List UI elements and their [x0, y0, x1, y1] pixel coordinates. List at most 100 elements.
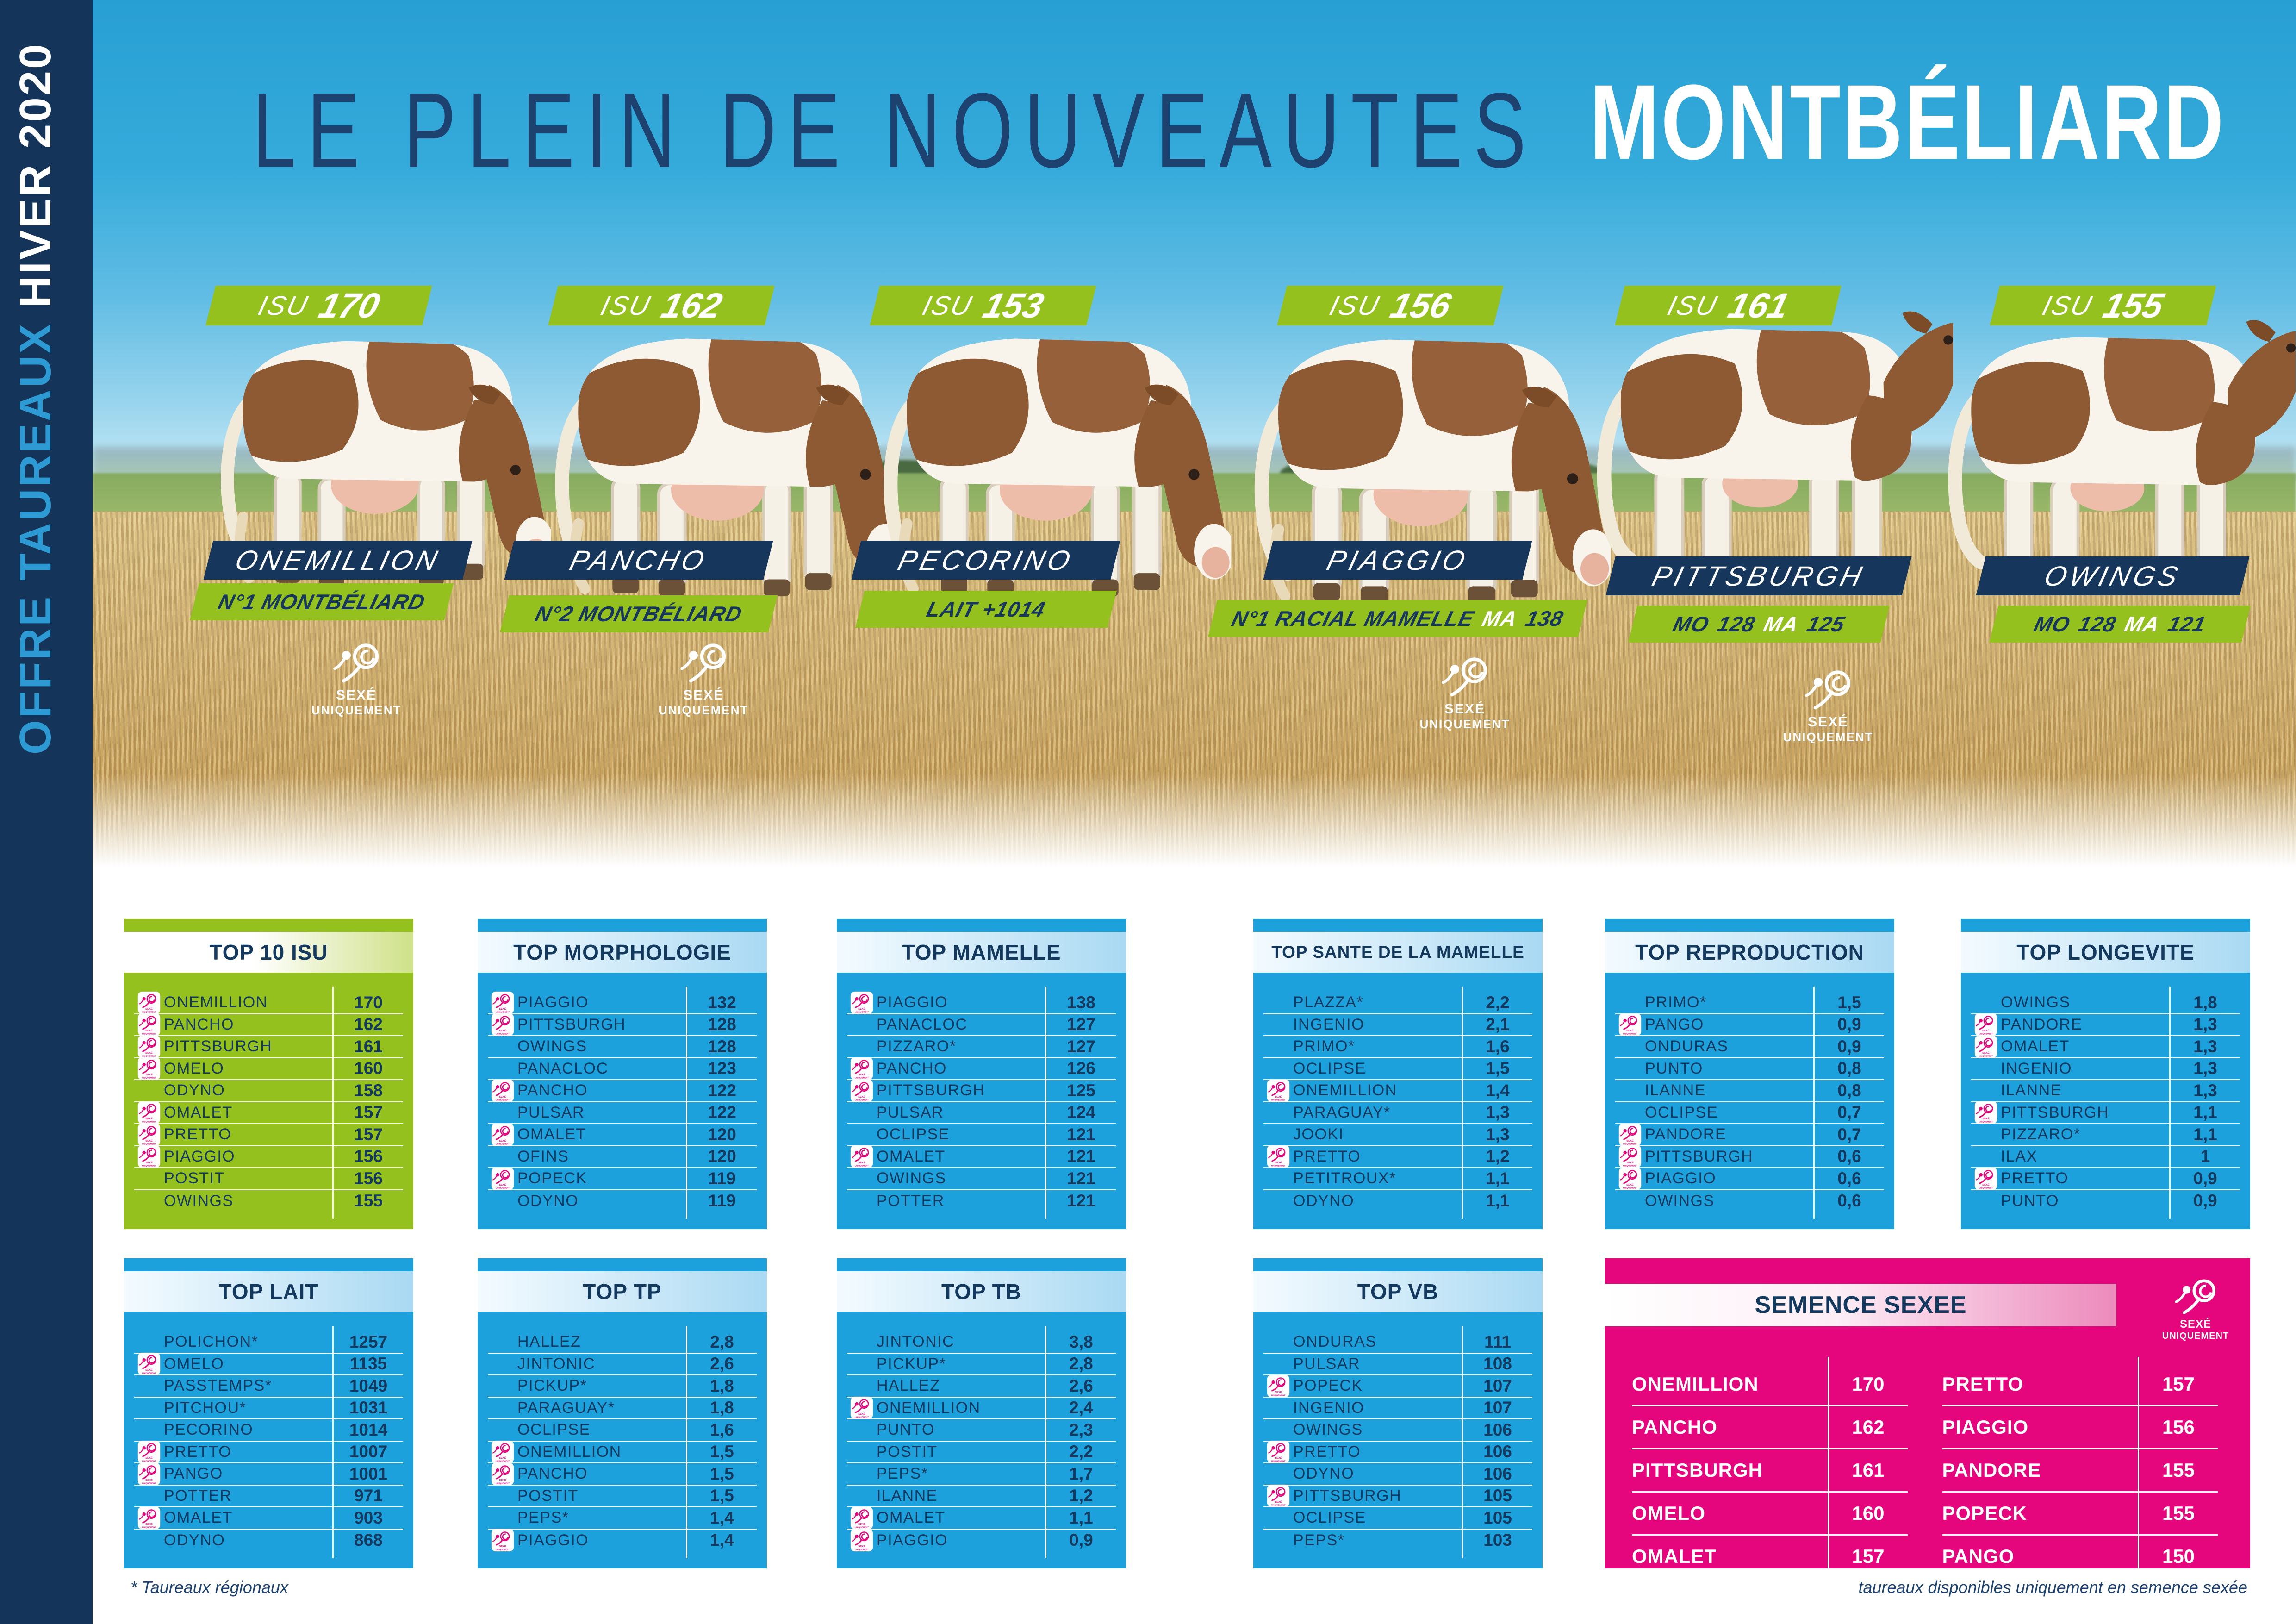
bull-name: ILANNE [1645, 1081, 1706, 1099]
table-header: TOP VB [1253, 1271, 1543, 1312]
bull-name: PARAGUAY* [1293, 1103, 1391, 1121]
bull-name: OMALET [877, 1147, 946, 1165]
sexed-semen-badge-icon: SEXÉ UNIQUEMENT [137, 1462, 161, 1485]
svg-text:UNIQUEMENT: UNIQUEMENT [142, 1372, 156, 1374]
landscape-photo [93, 0, 2296, 880]
index-value: 2,4 [1069, 1398, 1093, 1418]
index-value: 0,9 [1837, 1015, 1861, 1034]
bull-name: PIAGGIO [164, 1147, 236, 1165]
subtitle-ma-label: MA [2122, 612, 2162, 636]
table-row: SEXÉ UNIQUEMENT PITTSBURGH 105 [1263, 1485, 1532, 1507]
sperm-icon [2171, 1276, 2221, 1316]
bull-name: PANACLOC [517, 1059, 609, 1077]
table-row: SEXÉ UNIQUEMENT ONEMILLION 170 [134, 991, 403, 1014]
subtitle-ma-value: 138 [1523, 606, 1566, 631]
bull-name: OWINGS [517, 1037, 587, 1056]
svg-text:SEXÉ: SEXÉ [145, 1478, 153, 1482]
cow-photo-pittsburgh [1574, 281, 1953, 598]
table-row: SEXÉ UNIQUEMENT PRETTO 157 [134, 1123, 403, 1146]
index-value: 1007 [349, 1442, 388, 1462]
svg-text:SEXÉ: SEXÉ [499, 1544, 506, 1548]
svg-text:UNIQUEMENT: UNIQUEMENT [1623, 1033, 1637, 1035]
bull-name: PITTSBURGH [877, 1081, 985, 1099]
index-value: 1,5 [710, 1442, 734, 1462]
sidebar-title: OFFRE TAUREAUX HIVER 2020 [10, 43, 80, 755]
table-row: ILANNE 1,3 [1971, 1080, 2240, 1102]
bull-name: PITTSBURGH [1293, 1487, 1402, 1505]
index-value: 121 [1067, 1124, 1095, 1144]
table-row: PIZZARO* 127 [847, 1036, 1116, 1058]
svg-text:UNIQUEMENT: UNIQUEMENT [855, 1011, 869, 1013]
svg-text:UNIQUEMENT: UNIQUEMENT [1271, 1099, 1286, 1101]
isu-value: 155 [2099, 286, 2168, 325]
table-row: POPECK 155 [1942, 1493, 2218, 1536]
semence-left-column: ONEMILLION 170 PANCHO 162 PITTSBURGH 161 OMELO… [1632, 1357, 1908, 1580]
table-row: SEXÉ UNIQUEMENT OMALET 1,3 [1971, 1035, 2240, 1058]
svg-text:UNIQUEMENT: UNIQUEMENT [1271, 1460, 1286, 1462]
svg-text:SEXÉ: SEXÉ [145, 1007, 153, 1011]
table-row: ILAX 1 [1971, 1146, 2240, 1168]
table-row: SEXÉ UNIQUEMENT ONEMILLION 1,5 [488, 1440, 757, 1463]
svg-text:SEXÉ: SEXÉ [499, 1183, 506, 1187]
svg-text:SEXÉ: SEXÉ [858, 1007, 865, 1011]
bull-name: PANGO [1645, 1015, 1704, 1033]
isu-label: ISU [2039, 290, 2096, 321]
isu-value: 157 [2162, 1373, 2195, 1395]
svg-text:SEXÉ: SEXÉ [1275, 1390, 1282, 1394]
bull-name: OMALET [164, 1509, 233, 1527]
svg-text:UNIQUEMENT: UNIQUEMENT [142, 1460, 156, 1462]
bull-name: PRIMO* [1645, 993, 1707, 1012]
index-value: 1001 [349, 1464, 388, 1483]
isu-label: ISU [597, 290, 654, 321]
bull-name-banner: ONEMILLION [203, 541, 473, 580]
svg-text:UNIQUEMENT: UNIQUEMENT [496, 1187, 510, 1189]
table-row: SEXÉ UNIQUEMENT POPECK 107 [1263, 1374, 1532, 1398]
bull-name: PITTSBURGH [2001, 1103, 2109, 1121]
index-value: 111 [1484, 1332, 1511, 1351]
table-row: ILANNE 1,2 [847, 1486, 1116, 1507]
bull-name: ODYNO [164, 1531, 225, 1549]
column-divider [1462, 1326, 1463, 1558]
index-value: 2,8 [1069, 1354, 1093, 1374]
sexed-badge-line2: UNIQUEMENT [311, 703, 402, 717]
bull-name: ODYNO [1293, 1192, 1355, 1210]
bull-name: PRETTO [1942, 1373, 2024, 1395]
index-value: 1135 [349, 1354, 387, 1374]
sidebar-season-text: HIVER 2020 [11, 42, 60, 308]
bull-name: OCLIPSE [517, 1421, 591, 1439]
bull-name: PITTSBURGH [517, 1015, 626, 1033]
index-value: 0,9 [2193, 1191, 2217, 1211]
index-value: 0,9 [2193, 1168, 2217, 1188]
column-divider [332, 987, 334, 1219]
svg-text:SEXÉ: SEXÉ [499, 1029, 506, 1032]
index-value: 0,9 [1837, 1037, 1861, 1056]
index-value: 119 [708, 1168, 736, 1188]
table-body: SEXÉ UNIQUEMENT PIAGGIO 138 PANACLOC 127 PIZZA… [847, 987, 1116, 1219]
bull-name: PIAGGIO [1942, 1416, 2029, 1438]
bull-name: PANGO [164, 1465, 223, 1483]
table-row: POLICHON* 1257 [134, 1331, 403, 1354]
index-value: 1,2 [1069, 1486, 1093, 1505]
index-value: 0,8 [1837, 1081, 1861, 1100]
bull-name: PIZZARO* [877, 1037, 957, 1056]
index-value: 0,8 [1837, 1059, 1861, 1078]
index-value: 132 [708, 993, 736, 1012]
svg-text:SEXÉ: SEXÉ [1275, 1500, 1282, 1504]
svg-text:SEXÉ: SEXÉ [1275, 1161, 1282, 1164]
index-value: 1049 [349, 1376, 388, 1395]
